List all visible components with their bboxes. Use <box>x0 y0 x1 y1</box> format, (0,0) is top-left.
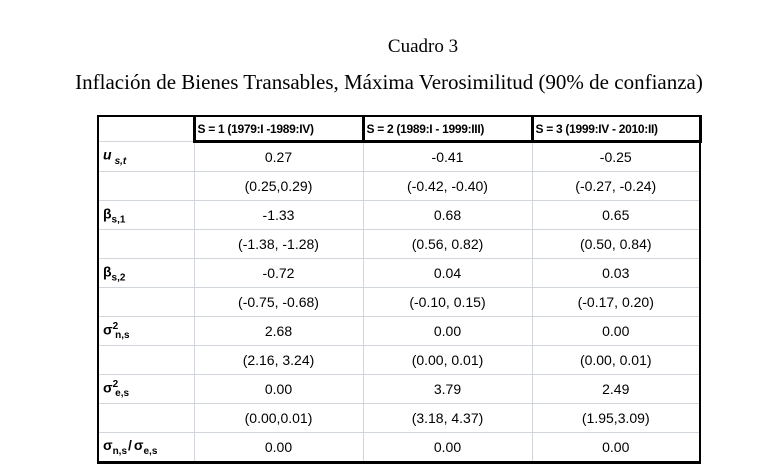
value-cell: 0.27 <box>193 141 364 172</box>
param-subscript: s,1 <box>111 214 126 226</box>
confidence-interval-cell: (0.56, 0.82) <box>362 229 533 259</box>
value-cell: -1.33 <box>193 200 364 230</box>
table-row: σ2n,s 2.68 0.00 0.00 <box>97 316 701 346</box>
value-cell: 2.49 <box>531 374 701 404</box>
value-cell: -0.25 <box>531 141 701 172</box>
table-row: (0.00,0.01) (3.18, 4.37) (1.95,3.09) <box>97 403 701 433</box>
value-cell: 0.00 <box>531 316 701 346</box>
confidence-interval-cell: (1.95,3.09) <box>531 403 701 433</box>
param-base: β <box>103 205 112 222</box>
value-cell: -0.41 <box>362 141 533 172</box>
table-row: (2.16, 3.24) (0.00, 0.01) (0.00, 0.01) <box>97 345 701 375</box>
value-cell: 0.00 <box>362 316 533 346</box>
param-label-cell <box>97 403 195 433</box>
confidence-interval-cell: (-0.17, 0.20) <box>531 287 701 317</box>
param-base: σ <box>103 321 113 338</box>
param-label-cell: σ2e,s <box>97 374 195 404</box>
param-base: σ <box>103 379 113 396</box>
confidence-interval-cell: (0.00, 0.01) <box>531 345 701 375</box>
param-label-cell <box>97 287 195 317</box>
table-row: βs,1 -1.33 0.68 0.65 <box>97 200 701 230</box>
value-cell: 0.68 <box>362 200 533 230</box>
column-header-s2: S = 2 (1989:I - 1999:III) <box>361 115 534 143</box>
confidence-interval-cell: (-0.10, 0.15) <box>362 287 533 317</box>
table-row: (-1.38, -1.28) (0.56, 0.82) (0.50, 0.84) <box>97 229 701 259</box>
table-caption-title: Inflación de Bienes Transables, Máxima V… <box>75 70 703 94</box>
param-subscript2: e,s <box>143 445 158 457</box>
value-cell: 2.68 <box>193 316 364 346</box>
confidence-interval-cell: (-0.75, -0.68) <box>193 287 364 317</box>
table-row: u s,t 0.27 -0.41 -0.25 <box>97 141 701 172</box>
confidence-interval-cell: (-1.38, -1.28) <box>193 229 364 259</box>
value-cell: 0.65 <box>531 200 701 230</box>
table-row: σ2e,s 0.00 3.79 2.49 <box>97 374 701 404</box>
value-cell: 0.00 <box>193 432 364 463</box>
confidence-interval-cell: (0.50, 0.84) <box>531 229 701 259</box>
param-subscript: n,s <box>112 445 128 457</box>
value-cell: 0.03 <box>531 258 701 288</box>
confidence-interval-cell: (-0.42, -0.40) <box>362 171 533 201</box>
param-label-cell: σ2n,s <box>97 316 195 346</box>
param-label-cell <box>97 229 195 259</box>
param-base: β <box>103 263 112 280</box>
table-row: (-0.75, -0.68) (-0.10, 0.15) (-0.17, 0.2… <box>97 287 701 317</box>
confidence-interval-cell: (0.00, 0.01) <box>362 345 533 375</box>
value-cell: 3.79 <box>362 374 533 404</box>
param-separator: / <box>128 437 132 454</box>
confidence-interval-cell: (0.00,0.01) <box>193 403 364 433</box>
table-caption-number: Cuadro 3 <box>387 36 459 57</box>
param-subscript: n,s <box>115 330 130 342</box>
value-cell: 0.04 <box>362 258 533 288</box>
confidence-interval-cell: (3.18, 4.37) <box>362 403 533 433</box>
param-label-cell: u s,t <box>97 141 195 172</box>
value-cell: 0.00 <box>362 432 533 463</box>
param-base2: σ <box>133 437 144 454</box>
confidence-interval-cell: (-0.27, -0.24) <box>531 171 701 201</box>
table-row: σn,s/σe,s 0.00 0.00 0.00 <box>97 432 701 463</box>
confidence-interval-cell: (0.25,0.29) <box>193 171 364 201</box>
param-label-cell <box>97 345 195 375</box>
value-cell: 0.00 <box>193 374 364 404</box>
table-row: βs,2 -0.72 0.04 0.03 <box>97 258 701 288</box>
table-row: (0.25,0.29) (-0.42, -0.40) (-0.27, -0.24… <box>97 171 701 201</box>
results-table: S = 1 (1979:I -1989:IV) S = 2 (1989:I - … <box>97 115 702 464</box>
param-base: σ <box>103 437 113 454</box>
corner-cell <box>97 115 195 142</box>
param-superscript: 2 <box>112 320 119 332</box>
param-superscript: 2 <box>112 378 119 390</box>
header-row: S = 1 (1979:I -1989:IV) S = 2 (1989:I - … <box>97 115 702 143</box>
param-label-cell: βs,1 <box>97 200 195 230</box>
param-label-cell <box>97 171 195 201</box>
param-base: u <box>103 146 112 163</box>
value-cell: 0.00 <box>531 432 701 463</box>
param-subscript: s,2 <box>111 272 126 284</box>
param-subscript: e,s <box>115 388 130 400</box>
value-cell: -0.72 <box>193 258 364 288</box>
param-label-cell: σn,s/σe,s <box>97 432 195 463</box>
column-header-s1: S = 1 (1979:I -1989:IV) <box>192 115 365 143</box>
column-header-s3: S = 3 (1999:IV - 2010:II) <box>530 115 702 143</box>
confidence-interval-cell: (2.16, 3.24) <box>193 345 364 375</box>
param-subscript: s,t <box>114 155 127 167</box>
param-label-cell: βs,2 <box>97 258 195 288</box>
